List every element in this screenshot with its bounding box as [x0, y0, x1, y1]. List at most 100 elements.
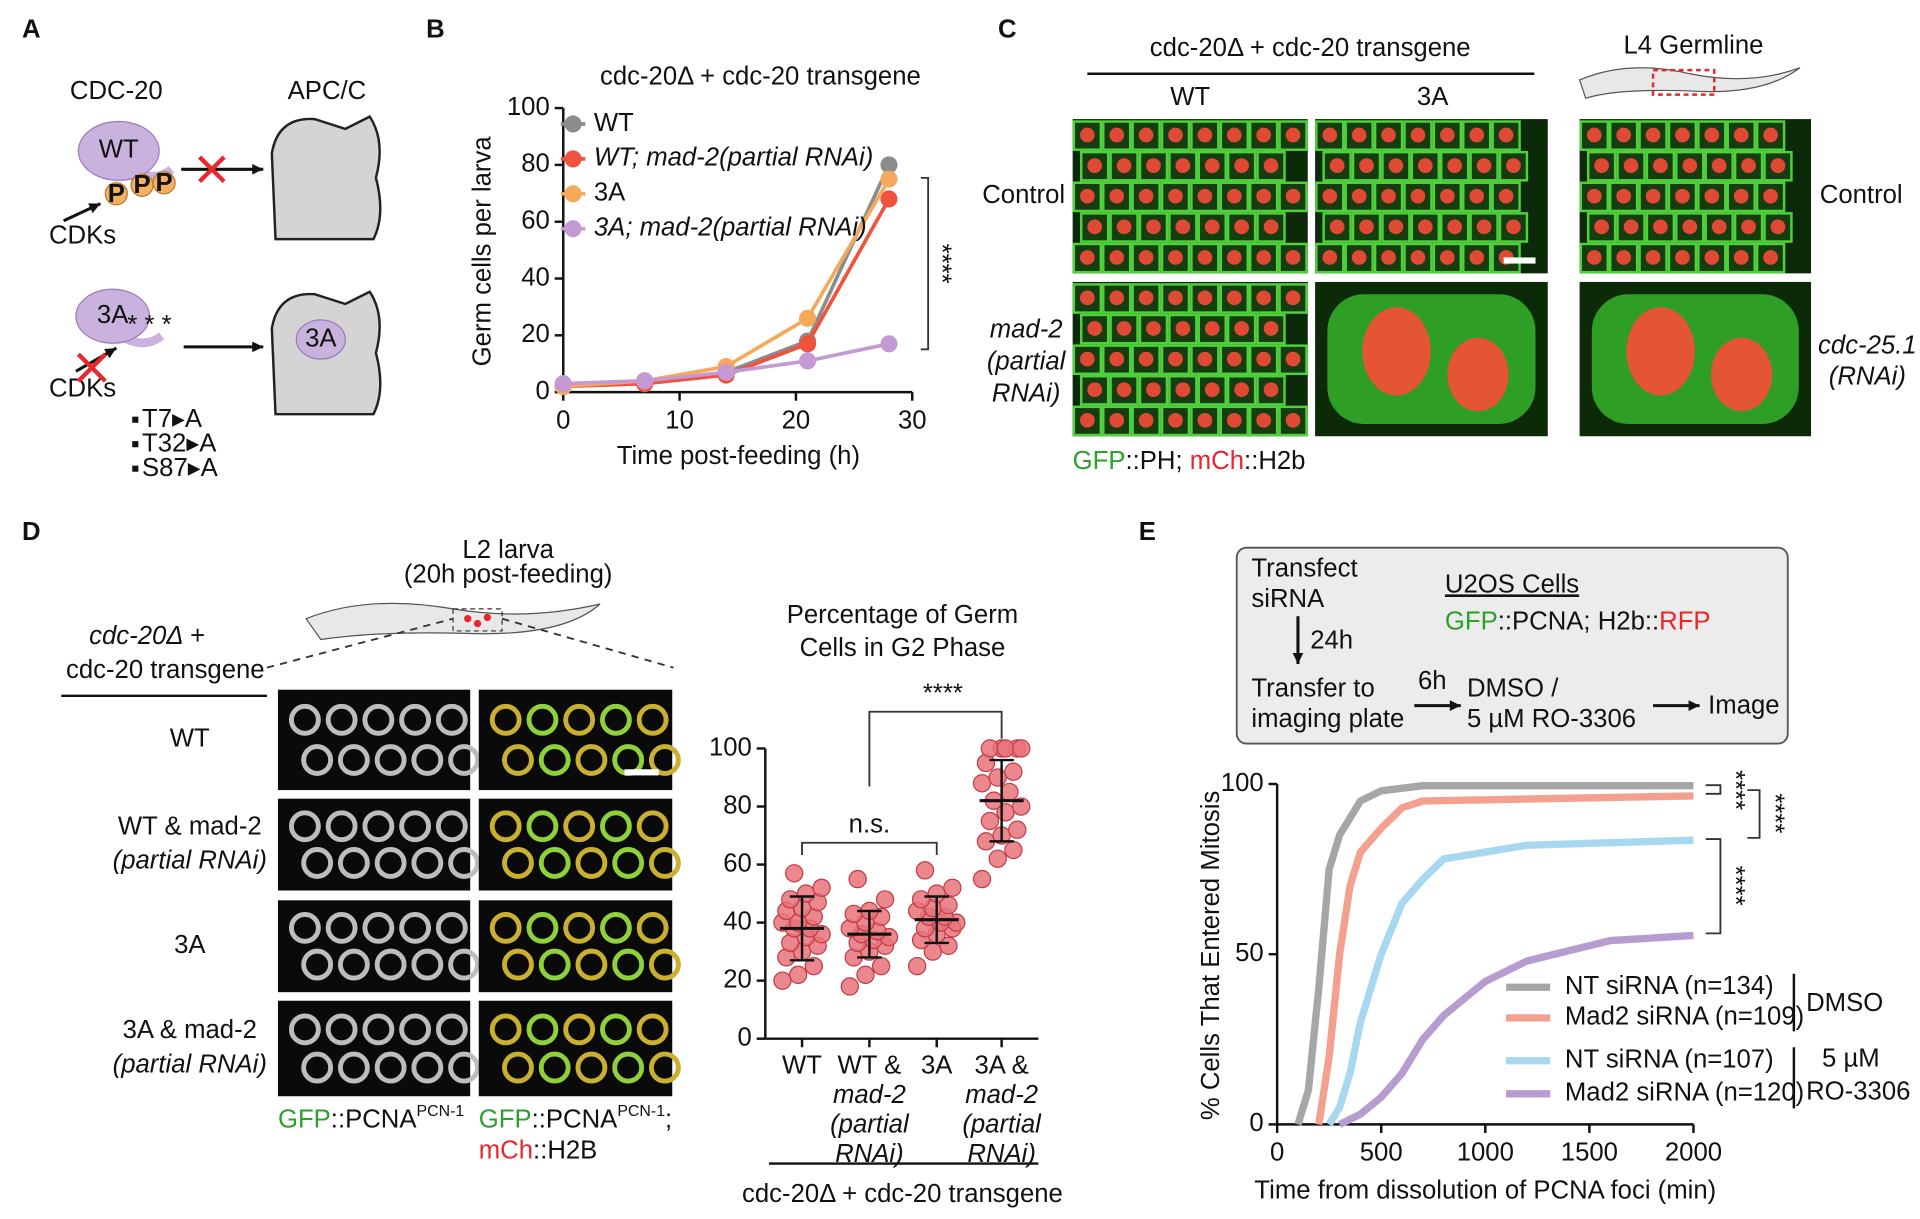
- apcc-shape: [270, 115, 382, 241]
- mutation: S87▸A: [142, 454, 219, 482]
- nucleus: [362, 703, 395, 736]
- mutation: T7▸A: [142, 405, 203, 433]
- nucleus: [399, 810, 432, 843]
- cell: [1160, 344, 1191, 376]
- x-tick-label: 20: [782, 406, 811, 434]
- cell: [1469, 212, 1499, 243]
- nucleus: [648, 948, 681, 981]
- nucleus: [612, 847, 645, 879]
- nucleus: [1263, 158, 1279, 173]
- row-label: (partial RNAi): [113, 1050, 267, 1078]
- row-label: (partial: [987, 348, 1067, 376]
- cell: [1373, 181, 1404, 213]
- chart-title: Percentage of Germ: [787, 601, 1018, 629]
- nucleus: [1168, 412, 1183, 428]
- nucleus: [1116, 321, 1132, 336]
- nucleus: [1197, 351, 1213, 367]
- x-tick-label: 3A: [921, 1052, 953, 1080]
- significance-bracket: [1747, 789, 1761, 839]
- nucleus: [1285, 127, 1301, 143]
- protocol-text: 24h: [1310, 627, 1353, 655]
- y-tick-label: 80: [723, 791, 752, 819]
- y-tick-label: 0: [1249, 1109, 1263, 1137]
- cdc20-wt: [77, 120, 160, 181]
- caption-part: ;: [665, 1106, 672, 1134]
- cell: [1219, 181, 1249, 213]
- data-point: [856, 965, 875, 985]
- nucleus: [1138, 250, 1154, 265]
- data-point: [781, 890, 800, 909]
- nucleus: [1498, 188, 1514, 204]
- germ-cell: [473, 619, 482, 628]
- legend-marker: [564, 150, 582, 168]
- legend-label: 3A: [594, 179, 626, 207]
- data-point: [880, 156, 898, 174]
- nucleus: [448, 847, 481, 879]
- x-tick-label: mad-2: [833, 1081, 906, 1109]
- nucleus: [1146, 321, 1161, 336]
- nucleus: [325, 703, 358, 736]
- cell: [1219, 242, 1249, 274]
- nucleus: [362, 810, 395, 843]
- x-tick-label: (partial: [962, 1110, 1042, 1138]
- nucleus: [1447, 337, 1509, 412]
- nucleus: [489, 1013, 522, 1046]
- nucleus: [1116, 219, 1132, 235]
- nucleus: [1440, 188, 1455, 204]
- protocol-box: [1235, 546, 1789, 745]
- nucleus: [1586, 127, 1602, 143]
- nucleus: [301, 1051, 334, 1084]
- nucleus: [1146, 158, 1161, 173]
- x-tick-label: 1000: [1457, 1139, 1514, 1167]
- nucleus: [1645, 188, 1661, 204]
- nucleus: [1763, 127, 1778, 143]
- y-tick-label: 60: [521, 207, 550, 235]
- cross: [198, 155, 226, 184]
- data-point: [1008, 820, 1027, 839]
- y-tick-label: 100: [1221, 769, 1264, 797]
- nucleus: [1263, 382, 1279, 398]
- nucleus: [1362, 307, 1431, 396]
- row-label: 3A & mad-2: [123, 1016, 257, 1044]
- caption-part: ::PCNA: [532, 1106, 619, 1134]
- zoom-line: [266, 617, 454, 669]
- row-label: WT: [170, 725, 210, 753]
- nucleus: [575, 1051, 608, 1084]
- nucleus: [1168, 250, 1183, 265]
- nucleus: [1322, 127, 1338, 143]
- nucleus: [1285, 188, 1301, 204]
- legend-label: Mad2 siRNA (n=120): [1565, 1079, 1804, 1107]
- nucleus: [1197, 250, 1213, 265]
- nucleus: [1234, 158, 1249, 173]
- series-line: [1337, 931, 1694, 1128]
- legend-label: 3A; mad-2(partial RNAi): [594, 213, 867, 241]
- caption-part: mCh: [1190, 447, 1244, 475]
- nucleus: [489, 911, 522, 944]
- data-point: [871, 956, 891, 976]
- nucleus: [1080, 351, 1095, 367]
- caption-part: ::H2B: [533, 1136, 597, 1164]
- larva-label: L2 larva: [462, 536, 554, 564]
- caption: GFP::PCNAPCN-1;: [479, 1103, 672, 1133]
- germ-cell: [464, 615, 472, 623]
- x-tick-label: 0: [556, 406, 570, 434]
- nucleus: [1168, 127, 1183, 143]
- nucleus: [1388, 219, 1404, 235]
- nucleus: [1197, 412, 1213, 428]
- nucleus: [526, 911, 559, 944]
- y-tick-label: 100: [709, 733, 752, 761]
- nucleus: [1469, 250, 1485, 265]
- arrow-head: [1688, 700, 1700, 711]
- nucleus: [1616, 250, 1632, 265]
- significance: ****: [928, 244, 956, 284]
- nucleus: [1146, 219, 1161, 235]
- cell: [1755, 181, 1786, 213]
- cell: [1072, 242, 1103, 274]
- nucleus: [600, 911, 632, 944]
- data-point: [996, 739, 1015, 758]
- nucleus: [1116, 158, 1132, 173]
- nucleus: [1226, 250, 1242, 265]
- cell: [1638, 120, 1668, 151]
- nucleus: [1388, 158, 1404, 173]
- caption-part: GFP: [479, 1106, 532, 1134]
